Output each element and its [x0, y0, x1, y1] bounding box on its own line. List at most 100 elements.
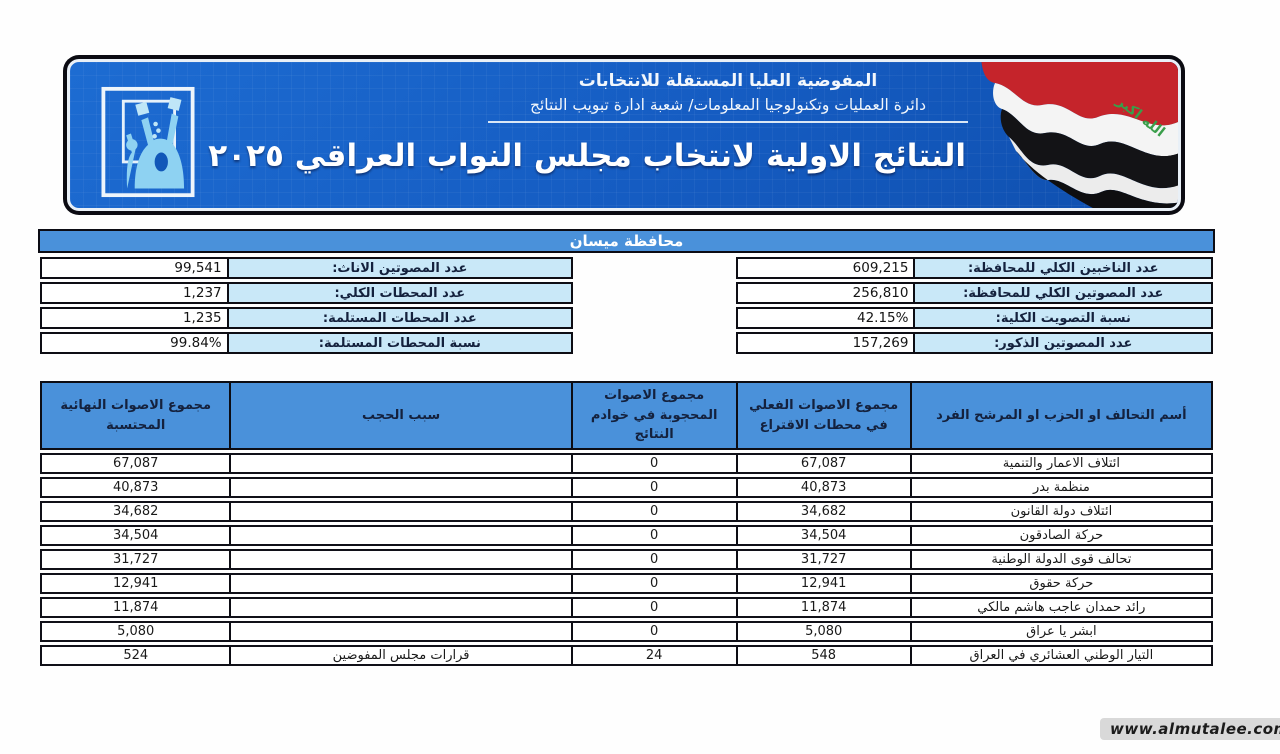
stat-label: عدد المصوتين الاناث:	[226, 259, 571, 277]
table-row: منظمة بدر 40,873 0 40,873	[40, 477, 1213, 498]
commission-header-text: المفوضية العليا المستقلة للانتخابات دائر…	[488, 71, 968, 123]
iraq-flag-svg: الله اكبر	[981, 62, 1178, 208]
table-row: حركة حقوق 12,941 0 12,941	[40, 573, 1213, 594]
cell-name: ابشر يا عراق	[1026, 624, 1097, 639]
stat-row: عدد المصوتين الذكور: 157,269	[736, 332, 1213, 354]
stat-row: عدد المصوتين الاناث: 99,541	[40, 257, 573, 279]
cell-actual: 67,087	[738, 455, 912, 472]
table-row: رائد حمدان عاجب هاشم مالكي 11,874 0 11,8…	[40, 597, 1213, 618]
table-row: ائتلاف دولة القانون 34,682 0 34,682	[40, 501, 1213, 522]
cell-reason	[231, 575, 573, 592]
cell-withheld: 0	[573, 575, 738, 592]
cell-actual: 34,504	[738, 527, 912, 544]
cell-name: ائتلاف الاعمار والتنمية	[1002, 456, 1121, 471]
cell-name: حركة حقوق	[1029, 576, 1094, 591]
ihec-ballot-logo-svg	[101, 86, 195, 198]
results-table: أسم التحالف او الحزب او المرشح الفرد مجم…	[40, 381, 1213, 666]
table-row: ائتلاف الاعمار والتنمية 67,087 0 67,087	[40, 453, 1213, 474]
cell-reason	[231, 455, 573, 472]
cell-actual: 548	[738, 647, 912, 664]
cell-reason	[231, 551, 573, 568]
header-withheld: مجموع الاصوات المحجوبة في خوادم النتائج	[573, 383, 738, 448]
table-row: ابشر يا عراق 5,080 0 5,080	[40, 621, 1213, 642]
department-name: دائرة العمليات وتكنولوجيا المعلومات/ شعب…	[529, 96, 926, 114]
cell-name: منظمة بدر	[1032, 480, 1090, 495]
cell-reason	[231, 479, 573, 496]
stat-label: عدد الناخبين الكلي للمحافظة:	[913, 259, 1211, 277]
stat-label: نسبة التصويت الكلية:	[913, 309, 1211, 327]
cell-final: 34,504	[42, 527, 232, 544]
stat-row: عدد الناخبين الكلي للمحافظة: 609,215	[736, 257, 1213, 279]
cell-name: التيار الوطني العشائري في العراق	[969, 648, 1154, 663]
page-title: النتائج الاولية لانتخاب مجلس النواب العر…	[208, 138, 966, 174]
ihec-ballot-logo-icon	[100, 86, 196, 198]
cell-actual: 5,080	[738, 623, 912, 640]
cell-final: 11,874	[42, 599, 232, 616]
table-row: حركة الصادقون 34,504 0 34,504	[40, 525, 1213, 546]
commission-name: المفوضية العليا المستقلة للانتخابات	[578, 71, 878, 91]
cell-withheld: 0	[573, 527, 738, 544]
table-row: التيار الوطني العشائري في العراق 548 24 …	[40, 645, 1213, 666]
stat-value: 1,237	[182, 285, 222, 301]
cell-reason	[231, 527, 573, 544]
cell-actual: 12,941	[738, 575, 912, 592]
cell-actual: 11,874	[738, 599, 912, 616]
stat-value: 157,269	[852, 335, 909, 351]
cell-withheld: 0	[573, 503, 738, 520]
cell-name: تحالف قوى الدولة الوطنية	[991, 552, 1132, 567]
cell-reason	[231, 503, 573, 520]
cell-actual: 34,682	[738, 503, 912, 520]
iraq-flag-icon: الله اكبر	[926, 62, 1178, 208]
cell-withheld: 24	[573, 647, 738, 664]
header-banner: المفوضية العليا المستقلة للانتخابات دائر…	[63, 55, 1185, 215]
stat-row: عدد المصوتين الكلي للمحافظة: 256,810	[736, 282, 1213, 304]
stat-value: 99,541	[174, 260, 222, 276]
cell-withheld: 0	[573, 623, 738, 640]
stat-label: عدد المصوتين الذكور:	[913, 334, 1211, 352]
stat-row: عدد المحطات الكلي: 1,237	[40, 282, 573, 304]
cell-withheld: 0	[573, 479, 738, 496]
results-table-header: أسم التحالف او الحزب او المرشح الفرد مجم…	[40, 381, 1213, 450]
cell-final: 40,873	[42, 479, 232, 496]
cell-reason: قرارات مجلس المفوضين	[231, 647, 573, 664]
cell-name: ائتلاف دولة القانون	[1010, 504, 1113, 519]
cell-final: 34,682	[42, 503, 232, 520]
stats-table-left: عدد المصوتين الاناث: 99,541 عدد المحطات …	[40, 257, 573, 357]
stat-label: عدد المصوتين الكلي للمحافظة:	[913, 284, 1211, 302]
header-name: أسم التحالف او الحزب او المرشح الفرد	[936, 407, 1187, 423]
stat-value: 1,235	[182, 310, 222, 326]
cell-withheld: 0	[573, 599, 738, 616]
cell-final: 12,941	[42, 575, 232, 592]
stats-table-right: عدد الناخبين الكلي للمحافظة: 609,215 عدد…	[736, 257, 1213, 357]
cell-withheld: 0	[573, 551, 738, 568]
header-banner-inner: المفوضية العليا المستقلة للانتخابات دائر…	[67, 59, 1181, 211]
table-row: تحالف قوى الدولة الوطنية 31,727 0 31,727	[40, 549, 1213, 570]
stat-row: نسبة المحطات المستلمة: 99.84%	[40, 332, 573, 354]
stat-value: 42.15%	[857, 310, 909, 326]
stat-label: عدد المحطات المستلمة:	[226, 309, 571, 327]
header-reason: سبب الحجب	[231, 383, 573, 448]
cell-name: حركة الصادقون	[1019, 528, 1104, 543]
stat-label: عدد المحطات الكلي:	[226, 284, 571, 302]
cell-actual: 31,727	[738, 551, 912, 568]
stat-label: نسبة المحطات المستلمة:	[226, 334, 571, 352]
cell-final: 31,727	[42, 551, 232, 568]
header-actual: مجموع الاصوات الفعلي في محطات الاقتراع	[738, 383, 912, 448]
site-watermark: www.almutalee.com	[1100, 718, 1280, 740]
cell-final: 524	[42, 647, 232, 664]
cell-reason	[231, 623, 573, 640]
stat-value: 609,215	[852, 260, 909, 276]
stat-value: 99.84%	[170, 335, 222, 351]
stat-row: نسبة التصويت الكلية: 42.15%	[736, 307, 1213, 329]
stat-row: عدد المحطات المستلمة: 1,235	[40, 307, 573, 329]
cell-withheld: 0	[573, 455, 738, 472]
header-final: مجموع الاصوات النهائية المحتسبة	[42, 383, 232, 448]
cell-actual: 40,873	[738, 479, 912, 496]
governorate-title-bar: محافظة ميسان	[38, 229, 1215, 253]
stat-value: 256,810	[852, 285, 909, 301]
cell-reason	[231, 599, 573, 616]
cell-name: رائد حمدان عاجب هاشم مالكي	[977, 600, 1146, 615]
cell-final: 67,087	[42, 455, 232, 472]
cell-final: 5,080	[42, 623, 232, 640]
